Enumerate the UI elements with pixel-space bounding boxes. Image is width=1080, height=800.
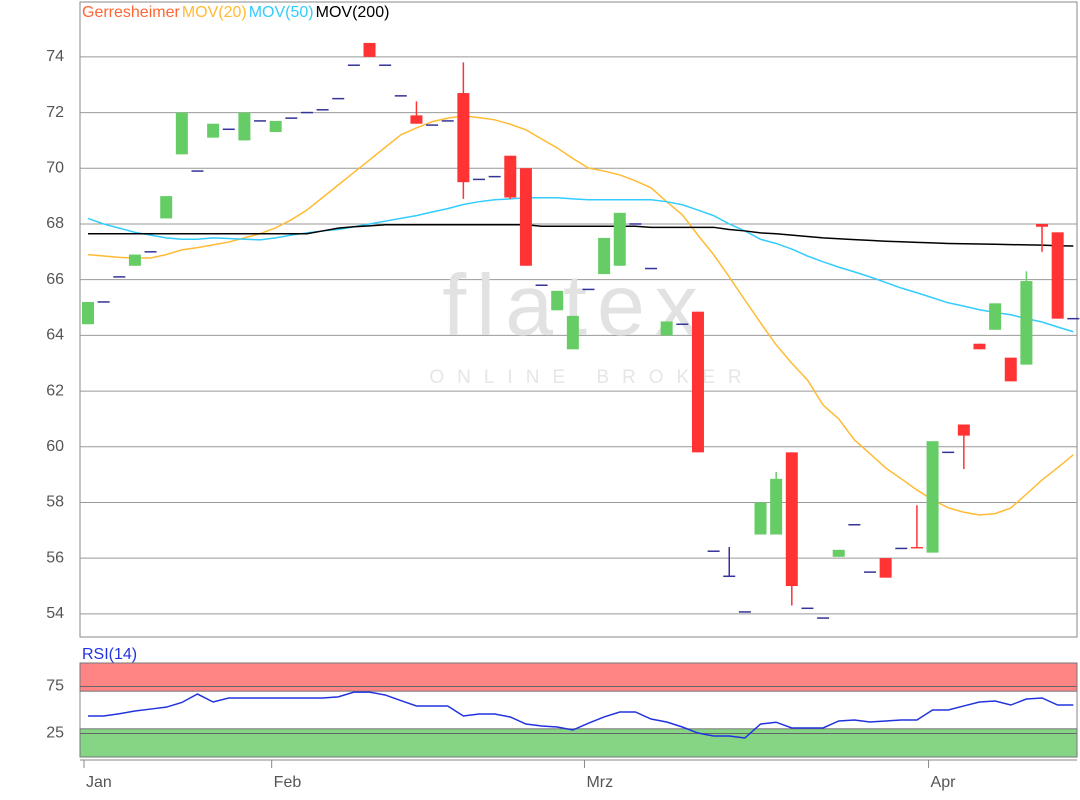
candle-body xyxy=(1051,232,1064,319)
y-tick-label: 70 xyxy=(46,159,64,176)
candle-body xyxy=(363,42,376,57)
candle-body xyxy=(879,558,892,578)
y-tick-label: 62 xyxy=(46,382,64,399)
candle-body xyxy=(598,237,611,275)
watermark-tagline: ONLINE BROKER xyxy=(429,367,754,388)
moving-average-line xyxy=(87,115,1074,516)
candle-body xyxy=(207,123,220,138)
legend-entry: Gerresheimer xyxy=(82,4,180,21)
candle-body xyxy=(691,311,704,453)
rsi-title: RSI(14) xyxy=(82,646,137,663)
y-tick-label: 58 xyxy=(46,494,64,511)
x-tick-label: Apr xyxy=(931,774,957,791)
candle-body xyxy=(519,168,532,266)
moving-average-line xyxy=(88,224,1074,247)
y-tick-label: 72 xyxy=(46,104,64,121)
legend-entry: MOV(200) xyxy=(316,4,390,21)
candle-body xyxy=(785,452,798,587)
candle-body xyxy=(989,303,1002,330)
candle-body xyxy=(175,112,188,155)
y-tick-label: 75 xyxy=(46,678,64,695)
candle-body xyxy=(457,93,470,183)
candle-body xyxy=(551,290,564,311)
candle-body xyxy=(128,254,141,266)
y-tick-label: 66 xyxy=(46,271,64,288)
candle-body xyxy=(754,502,767,535)
candle-body xyxy=(973,343,986,350)
candle-body xyxy=(613,212,626,266)
legend-entry: MOV(50) xyxy=(249,4,314,21)
candle-body xyxy=(410,115,423,124)
x-tick-label: Mrz xyxy=(586,774,613,791)
candle-body xyxy=(1020,281,1033,365)
y-tick-label: 54 xyxy=(46,605,64,622)
y-tick-label: 74 xyxy=(46,48,64,65)
candle-body xyxy=(566,315,579,350)
candle-body xyxy=(82,301,94,325)
y-tick-label: 60 xyxy=(46,438,64,455)
candle-body xyxy=(910,547,923,549)
candle-body xyxy=(957,424,970,436)
legend-entry: MOV(20) xyxy=(182,4,247,21)
candle-body xyxy=(238,112,251,141)
y-tick-label: 56 xyxy=(46,549,64,566)
x-tick-label: Feb xyxy=(274,774,302,791)
candle-body xyxy=(160,196,173,219)
candle-body xyxy=(1004,357,1017,382)
candle-body xyxy=(269,120,282,133)
y-tick-label: 64 xyxy=(46,327,64,344)
moving-average-line xyxy=(87,197,1074,333)
candle-body xyxy=(1036,223,1049,227)
x-tick-label: Jan xyxy=(86,774,112,791)
y-tick-label: 25 xyxy=(46,725,64,742)
candle-body xyxy=(660,321,673,336)
candle-body xyxy=(770,478,783,535)
y-tick-label: 68 xyxy=(46,215,64,232)
rsi-line xyxy=(88,691,1074,739)
candle-body xyxy=(926,441,939,553)
candle-body xyxy=(504,155,517,198)
candle-body xyxy=(832,549,845,557)
